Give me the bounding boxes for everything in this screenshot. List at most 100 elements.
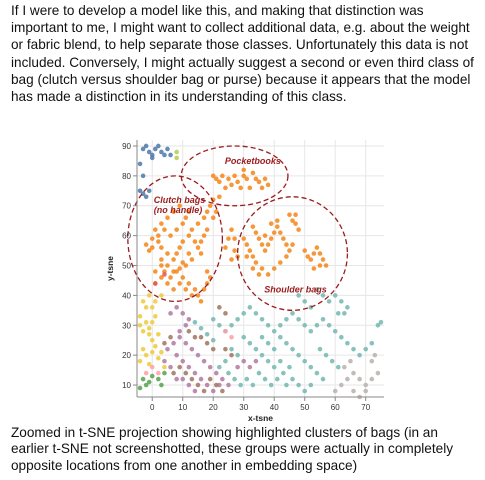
data-point [220, 388, 225, 394]
data-point [259, 185, 265, 191]
data-point [186, 364, 192, 370]
data-point [156, 376, 161, 382]
data-point [241, 358, 247, 364]
data-point [174, 155, 179, 161]
data-point [152, 343, 158, 349]
data-point [174, 305, 179, 310]
data-point [265, 272, 271, 277]
data-point [192, 334, 198, 340]
data-point [162, 358, 167, 364]
data-point [204, 340, 210, 346]
data-point [174, 376, 179, 382]
data-point [213, 370, 219, 376]
data-point [146, 293, 152, 298]
data-point [146, 325, 152, 331]
data-point [250, 254, 256, 259]
data-point [281, 370, 286, 376]
data-point [265, 182, 271, 188]
data-point [241, 334, 247, 340]
y-tick-label: 90 [122, 142, 131, 151]
cluster-label: (no handle) [154, 205, 203, 215]
data-point [137, 358, 143, 364]
data-point [174, 227, 179, 232]
data-point [204, 382, 210, 388]
data-point [369, 376, 375, 382]
data-point [259, 242, 265, 247]
data-point [247, 185, 253, 191]
data-point [320, 376, 326, 382]
data-point [152, 227, 158, 232]
data-point [357, 394, 362, 400]
data-point [278, 230, 283, 235]
data-point [302, 299, 308, 304]
data-point [290, 311, 295, 316]
data-point [256, 370, 262, 376]
x-tick-label: 30 [239, 403, 248, 412]
x-tick-label: 40 [270, 403, 279, 412]
data-point [320, 293, 326, 298]
y-tick-label: 50 [122, 262, 131, 271]
data-point [195, 245, 201, 250]
data-point [296, 317, 301, 322]
data-point [177, 334, 182, 340]
data-point [375, 370, 381, 376]
data-point [342, 311, 347, 316]
data-point [171, 209, 176, 215]
data-point [229, 334, 234, 340]
data-point [259, 352, 265, 358]
data-point [271, 328, 277, 334]
data-point [290, 376, 295, 382]
data-point [278, 260, 283, 265]
data-point [253, 230, 259, 235]
data-point [156, 143, 161, 149]
data-point [287, 248, 292, 253]
data-point [308, 328, 314, 334]
data-point [259, 334, 265, 340]
data-point [186, 233, 192, 238]
data-point [168, 334, 173, 340]
cluster-label: Shoulder bags [264, 284, 327, 294]
data-point [192, 388, 198, 394]
data-point [217, 305, 222, 310]
data-point [256, 179, 262, 185]
data-point [174, 251, 179, 256]
data-point [186, 317, 192, 322]
data-point [271, 266, 277, 271]
data-point [342, 364, 347, 370]
data-point [320, 257, 326, 262]
x-tick-label: 60 [331, 403, 340, 412]
data-point [207, 376, 213, 382]
data-point [146, 361, 152, 367]
data-point [140, 328, 146, 334]
data-point [320, 317, 326, 322]
data-point [253, 311, 259, 316]
data-point [232, 236, 237, 241]
data-point [326, 299, 332, 304]
data-point [345, 340, 350, 346]
data-point [232, 248, 237, 253]
data-point [156, 239, 161, 244]
data-point [159, 293, 164, 298]
data-point [143, 370, 149, 376]
data-point [210, 173, 216, 179]
points-layer [137, 143, 384, 400]
data-point [168, 152, 173, 158]
data-point [369, 358, 375, 364]
data-point [274, 224, 280, 229]
data-point [137, 322, 143, 328]
data-point [262, 248, 268, 253]
x-tick-label: 70 [361, 403, 370, 412]
data-point [262, 233, 268, 238]
data-point [308, 305, 314, 310]
data-point [177, 245, 182, 250]
data-point [198, 251, 204, 256]
body-paragraph: If I were to develop a model like this, … [11, 3, 474, 105]
data-point [198, 376, 204, 382]
data-point [177, 266, 182, 271]
data-point [140, 346, 146, 352]
cluster-label: Clutch bags [154, 195, 206, 205]
data-point [152, 281, 158, 286]
data-point [204, 331, 210, 337]
data-point [314, 287, 320, 292]
y-tick-label: 40 [122, 291, 131, 300]
